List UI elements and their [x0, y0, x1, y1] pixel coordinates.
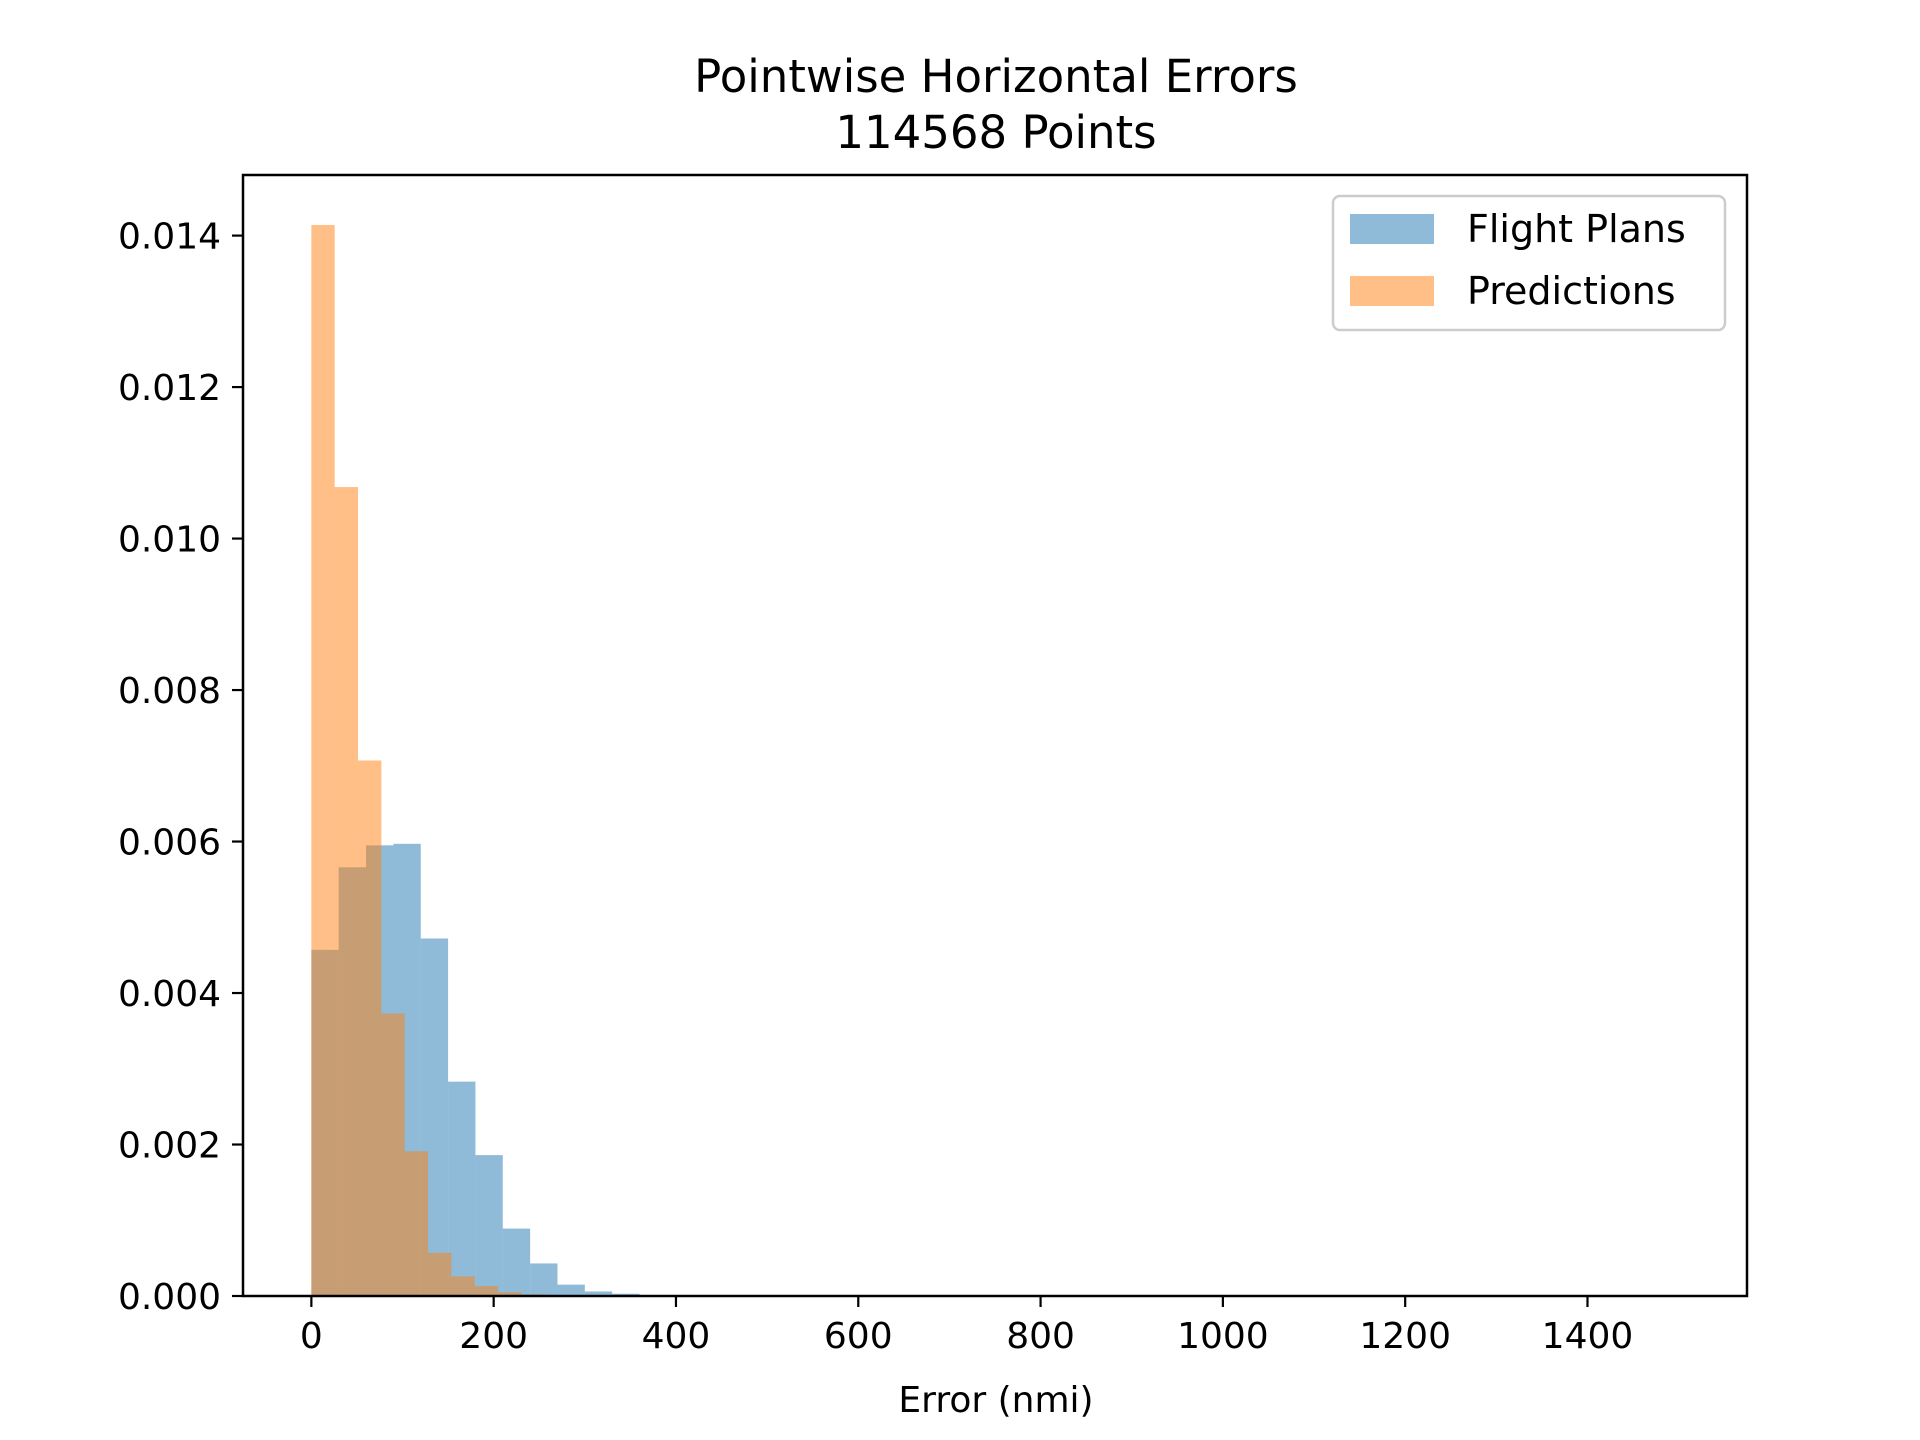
y-tick-label-3: 0.006	[118, 823, 221, 864]
y-axis-ticks: 0.000 0.002 0.004 0.006 0.008 0.010 0.012 0.014	[118, 217, 243, 1318]
bar-predictions-0	[311, 224, 335, 1297]
y-tick-label-2: 0.004	[118, 974, 221, 1015]
bar-predictions-1	[334, 487, 359, 1297]
x-axis-label: Error (nmi)	[898, 1380, 1093, 1421]
x-tick-label-1000: 1000	[1177, 1316, 1269, 1357]
chart-subtitle: 114568 Points	[835, 106, 1156, 159]
bars-group	[311, 224, 640, 1297]
bar-flight-plans-10	[584, 1291, 613, 1296]
x-tick-label-600: 600	[824, 1316, 893, 1357]
legend-swatch-flight-plans	[1350, 214, 1434, 244]
chart-title: Pointwise Horizontal Errors	[694, 50, 1298, 103]
bar-predictions-5	[428, 1252, 452, 1296]
bar-predictions-7	[474, 1286, 499, 1296]
x-tick-label-1400: 1400	[1542, 1316, 1634, 1357]
y-tick-label-5: 0.010	[118, 520, 221, 561]
legend: Flight Plans Predictions	[1331, 194, 1727, 332]
y-tick-label-4: 0.008	[118, 671, 221, 712]
x-tick-label-400: 400	[642, 1316, 711, 1357]
bar-predictions-8	[498, 1292, 522, 1296]
y-tick-label-6: 0.012	[118, 368, 221, 409]
plot-frame	[241, 173, 1749, 1298]
bar-predictions-2	[358, 760, 382, 1296]
x-tick-label-1200: 1200	[1359, 1316, 1451, 1357]
y-tick-label-0: 0.000	[118, 1277, 221, 1318]
x-tick-label-0: 0	[300, 1316, 323, 1357]
y-tick-label-1: 0.002	[118, 1126, 221, 1167]
x-tick-label-800: 800	[1006, 1316, 1075, 1357]
legend-label-flight-plans: Flight Plans	[1467, 207, 1686, 251]
bar-flight-plans-9	[557, 1284, 585, 1296]
bar-flight-plans-5	[448, 1081, 476, 1296]
bar-flight-plans-7	[502, 1228, 531, 1296]
x-axis-ticks: 0 200 400 600 800 1000 1200 1400	[300, 1296, 1633, 1357]
bar-flight-plans-6	[475, 1155, 503, 1296]
bar-predictions-6	[451, 1276, 475, 1296]
x-tick-label-200: 200	[459, 1316, 528, 1357]
legend-swatch-predictions	[1350, 276, 1434, 306]
bar-flight-plans-8	[530, 1263, 558, 1296]
bar-predictions-4	[404, 1151, 429, 1296]
bar-predictions-3	[381, 1013, 405, 1296]
y-tick-label-7: 0.014	[118, 217, 221, 258]
legend-label-predictions: Predictions	[1467, 269, 1676, 313]
